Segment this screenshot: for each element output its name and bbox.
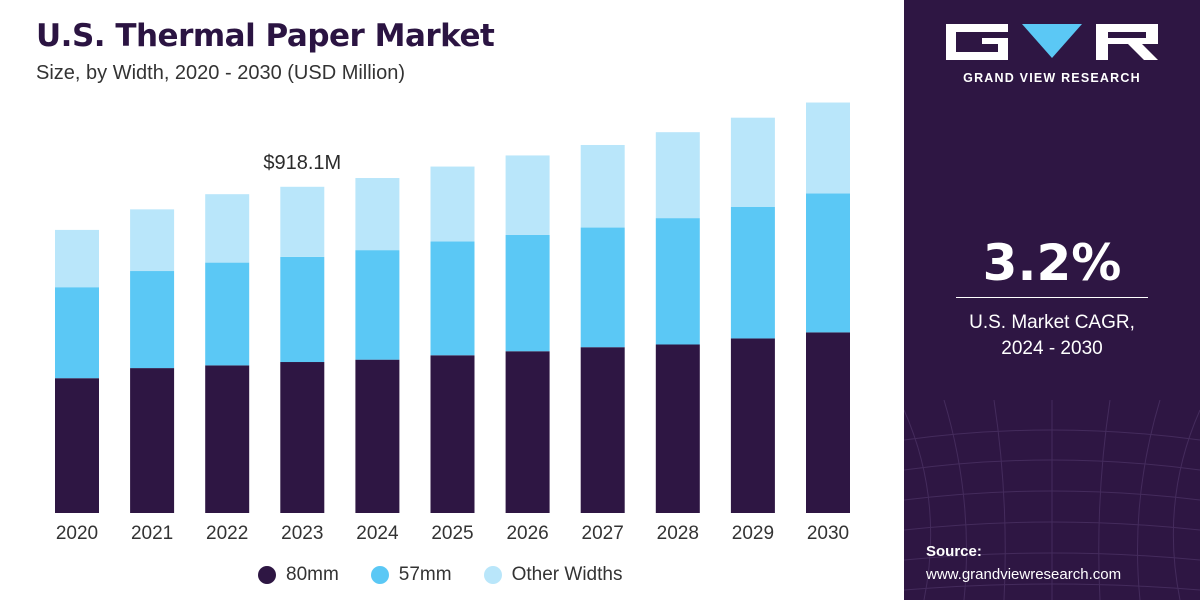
bar-segment-other-widths-2024	[355, 178, 400, 251]
legend-swatch-80mm	[258, 566, 276, 584]
bar-segment-other-widths-2028	[655, 132, 700, 219]
brand-name: GRAND VIEW RESEARCH	[963, 71, 1141, 85]
x-tick-label-2022: 2022	[206, 523, 248, 544]
cagr-value: 3.2%	[982, 234, 1122, 292]
bar-segment-other-widths-2025	[430, 166, 475, 242]
bar-segment-80mm-2024	[355, 359, 400, 513]
bar-segment-80mm-2026	[505, 351, 550, 513]
legend-label-80mm: 80mm	[286, 564, 339, 585]
grand-view-research-logo	[946, 24, 1158, 60]
bar-segment-57mm-2023	[280, 256, 325, 363]
x-tick-label-2026: 2026	[506, 523, 548, 544]
grid-pattern-decoration	[904, 400, 1200, 600]
bar-segment-other-widths-2029	[730, 117, 775, 207]
bar-segment-other-widths-2027	[580, 144, 625, 228]
bar-segment-other-widths-2021	[130, 209, 175, 272]
cagr-label-line2: 2024 - 2030	[1001, 338, 1103, 359]
x-tick-label-2027: 2027	[582, 523, 624, 544]
bar-segment-57mm-2030	[806, 193, 850, 333]
bar-segment-57mm-2020	[55, 287, 99, 379]
x-tick-label-2024: 2024	[356, 523, 399, 544]
info-sidebar: GRAND VIEW RESEARCH 3.2% U.S. Market CAG…	[904, 0, 1200, 600]
bar-segment-57mm-2025	[430, 241, 475, 356]
chart-legend: 80mm 57mm Other Widths	[258, 562, 622, 588]
legend-swatch-other-widths	[483, 566, 502, 584]
legend-item-57mm: 57mm	[370, 564, 452, 586]
bar-segment-80mm-2020	[55, 378, 99, 513]
source-label: Source:	[926, 543, 982, 560]
legend-label-other-widths: Other Widths	[511, 564, 623, 585]
bar-segment-57mm-2026	[505, 234, 550, 352]
bar-segment-other-widths-2020	[55, 229, 99, 288]
legend-item-other-widths: Other Widths	[483, 564, 623, 586]
x-tick-label-2021: 2021	[131, 523, 173, 544]
bar-segment-80mm-2021	[130, 368, 175, 513]
bar-segment-57mm-2028	[655, 218, 700, 345]
bar-segment-other-widths-2022	[205, 194, 250, 263]
x-tick-label-2029: 2029	[732, 523, 774, 544]
stacked-bar-chart: 2020 2021 2022 2023 $918.1M 2024 2025 2026 2027 2…	[55, 102, 850, 544]
bar-segment-other-widths-2023	[280, 186, 325, 257]
legend-label-57mm: 57mm	[398, 564, 452, 585]
bar-segment-80mm-2027	[580, 347, 625, 513]
bar-segment-80mm-2028	[655, 344, 700, 513]
legend-swatch-57mm	[370, 566, 389, 584]
chart-subtitle: Size, by Width, 2020 - 2030 (USD Million…	[36, 62, 406, 84]
x-tick-label-2020: 2020	[56, 523, 98, 544]
bar-segment-57mm-2024	[355, 250, 400, 360]
bar-segment-57mm-2029	[730, 206, 775, 339]
bar-segment-80mm-2023	[280, 362, 325, 513]
bar-segment-other-widths-2030	[806, 102, 850, 194]
x-tick-label-2023: 2023	[281, 523, 323, 544]
source-link[interactable]: www.grandviewresearch.com	[926, 566, 1122, 583]
x-tick-label-2025: 2025	[431, 523, 473, 544]
bar-segment-80mm-2030	[806, 332, 850, 513]
x-tick-label-2030: 2030	[807, 523, 849, 544]
bar-segment-80mm-2029	[730, 338, 775, 513]
x-tick-label-2028: 2028	[657, 523, 699, 544]
cagr-label: U.S. Market CAGR, 2024 - 2030	[904, 310, 1200, 362]
bar-segment-other-widths-2026	[505, 155, 550, 235]
bar-segment-57mm-2021	[130, 271, 175, 369]
cagr-label-line1: U.S. Market CAGR,	[969, 312, 1135, 333]
bar-annotation-2023: $918.1M	[263, 152, 341, 174]
cagr-divider	[956, 297, 1148, 298]
bar-segment-57mm-2027	[580, 227, 625, 348]
bar-segment-80mm-2022	[205, 365, 250, 513]
bar-segment-57mm-2022	[205, 262, 250, 366]
bar-segment-80mm-2025	[430, 355, 475, 513]
legend-item-80mm: 80mm	[258, 564, 339, 586]
chart-title: U.S. Thermal Paper Market	[36, 18, 495, 54]
chart-panel: U.S. Thermal Paper Market Size, by Width…	[36, 18, 850, 588]
